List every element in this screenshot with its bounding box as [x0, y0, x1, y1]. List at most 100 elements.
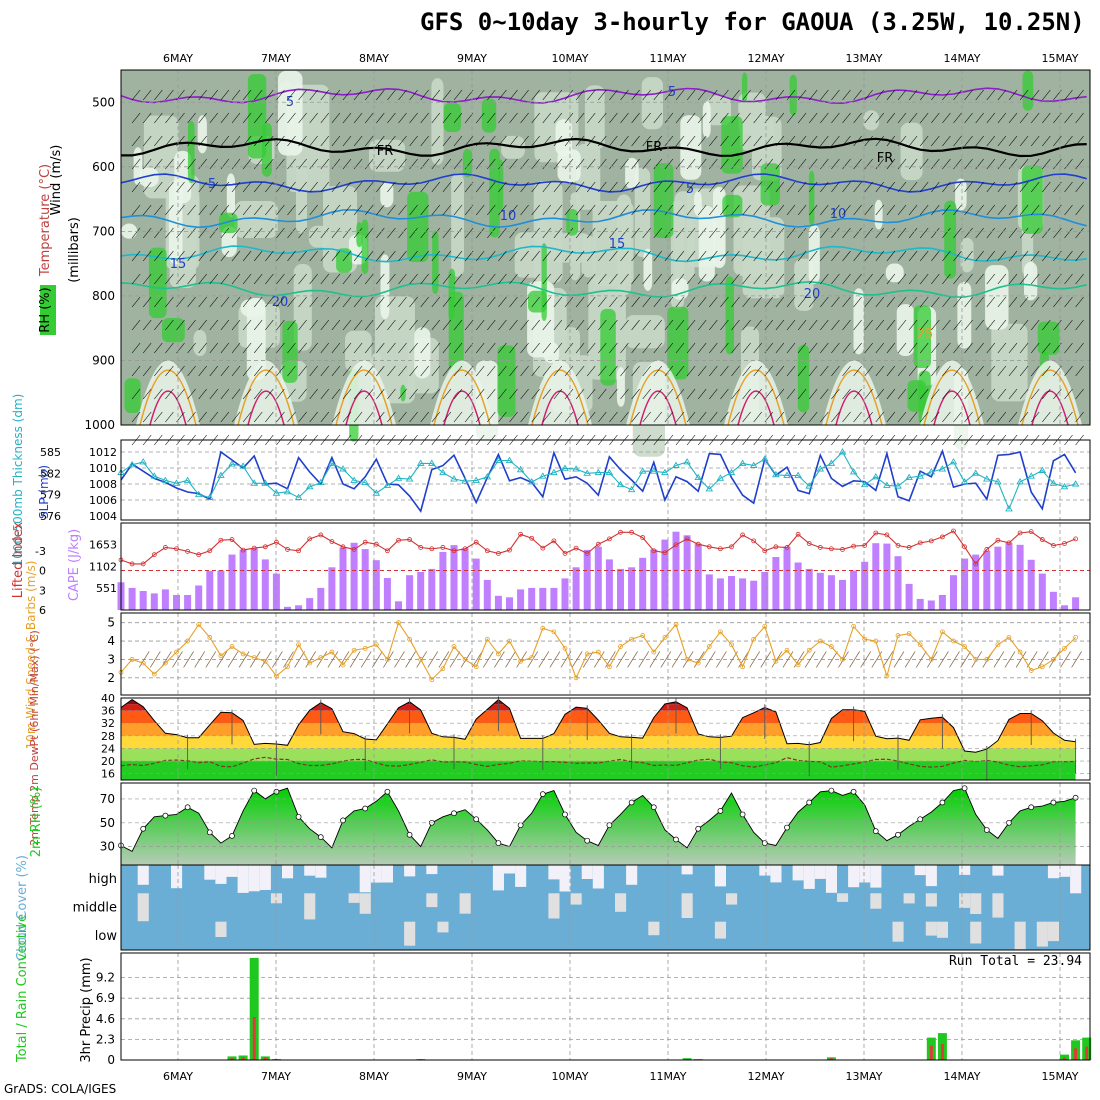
wind-barb	[586, 112, 596, 124]
wind-barb	[187, 135, 196, 147]
lifted-point	[784, 545, 790, 550]
wind-barb	[198, 342, 207, 354]
wind-barb	[1019, 158, 1029, 170]
wind-barb	[542, 158, 552, 170]
wind-barb	[1030, 411, 1040, 423]
thickness-point	[294, 493, 303, 500]
wind-barb	[453, 296, 463, 308]
wind-barb	[631, 135, 640, 147]
slp-axis-label: SLP (mb)	[37, 465, 51, 519]
wind-barb-10m	[305, 651, 317, 668]
wind-barb	[1075, 319, 1084, 331]
wind-barb	[664, 319, 674, 331]
wind-barb	[908, 158, 918, 170]
dry-plume	[136, 360, 200, 425]
wind-barb	[908, 181, 918, 193]
wind-barb	[420, 319, 429, 331]
wind-barb	[797, 319, 807, 331]
cape-bar	[772, 557, 780, 610]
rh-point	[473, 816, 480, 823]
thickness-point	[450, 475, 458, 482]
rh-patch-moist	[187, 120, 195, 184]
cloud-cell	[592, 865, 604, 889]
cape-tick: 1653	[89, 539, 117, 552]
wind-barb	[553, 365, 563, 377]
wind-barb	[409, 181, 418, 193]
lifted-point	[262, 544, 268, 550]
wind-barb	[875, 365, 885, 377]
wind-barb	[831, 388, 840, 400]
wind-barb	[986, 319, 996, 331]
wind-barb	[1019, 319, 1029, 331]
lifted-point	[540, 545, 546, 551]
wind-barb	[731, 388, 740, 400]
wind-barb-10m	[505, 651, 516, 668]
wind-barb	[1064, 204, 1073, 216]
wind-barb	[165, 227, 174, 239]
wind-barb	[709, 296, 718, 308]
wind-barb	[309, 181, 318, 193]
wind-point	[218, 653, 224, 659]
wind-barb	[598, 319, 607, 331]
wind-barb	[154, 342, 163, 354]
wind-barb	[997, 135, 1007, 147]
wind-axis-label-10m: 10m Wind Speed & Barbs (m/s)	[24, 561, 38, 750]
wind-barb	[953, 365, 962, 377]
wind-barb	[265, 388, 274, 400]
wind-barb	[276, 388, 285, 400]
wind-barb-10m	[782, 651, 794, 668]
wind-barb	[864, 112, 873, 124]
wind-barb	[653, 204, 663, 216]
wind-barb	[187, 158, 196, 170]
cape-bar	[139, 591, 147, 610]
wind-barb	[1042, 296, 1051, 308]
wind-barb	[942, 89, 951, 101]
wind-point	[1028, 668, 1034, 673]
wind-barb	[265, 112, 274, 124]
wind-barb	[986, 365, 996, 377]
wind-barb	[165, 135, 174, 147]
wind-barb	[298, 227, 307, 239]
wind-point	[651, 649, 657, 655]
lifted-point	[840, 547, 845, 552]
wind-barb	[309, 411, 318, 423]
slp-frame	[120, 439, 1091, 521]
wind-barb-10m	[238, 651, 250, 668]
wind-barb	[276, 319, 285, 331]
wind-barb	[1008, 296, 1018, 308]
wind-barb	[442, 204, 452, 216]
wind-barb	[609, 388, 618, 400]
wind-barb	[209, 112, 219, 124]
lifted-point	[1006, 540, 1012, 546]
cape-bar	[506, 597, 513, 610]
wind-point	[773, 658, 779, 664]
wind-barb	[953, 273, 962, 285]
wind-barb	[864, 250, 873, 262]
precip-tick: 4.6	[96, 1012, 115, 1026]
wind-barb	[598, 135, 607, 147]
wind-barb	[487, 342, 496, 354]
precip-tick: 6.9	[96, 991, 115, 1005]
wind-barb	[586, 365, 596, 377]
cape-bar	[972, 554, 980, 610]
wind-barb	[165, 158, 174, 170]
wind-barb	[475, 319, 485, 331]
cloud-cell	[570, 893, 582, 905]
wind-barb	[709, 250, 718, 262]
precip-conv-bar	[263, 1057, 267, 1060]
wind-barb	[242, 112, 252, 124]
wind-barb	[165, 89, 174, 101]
rh-patch-moist	[760, 163, 780, 206]
wind-barb-10m	[671, 651, 683, 668]
wind-tick: 3	[107, 652, 115, 666]
wind-barb	[675, 204, 685, 216]
wind-barb	[997, 273, 1007, 285]
wind-barb	[265, 204, 274, 216]
wind-barb	[720, 227, 729, 239]
wind-barb	[475, 227, 485, 239]
wind-barb	[919, 89, 929, 101]
wind-barb	[831, 158, 840, 170]
wind-barb	[320, 319, 330, 331]
wind-barb	[986, 112, 996, 124]
wind-barb	[564, 342, 574, 354]
